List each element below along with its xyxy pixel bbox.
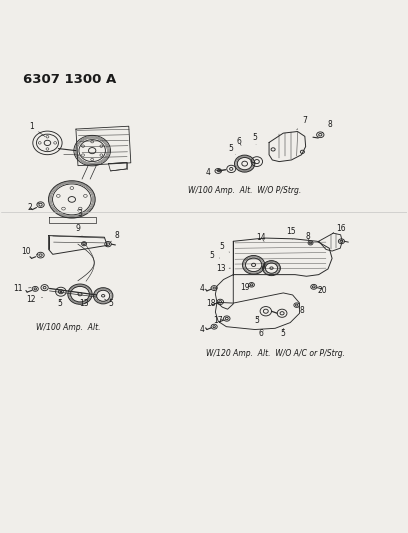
Text: 20: 20 (314, 286, 327, 295)
Text: 4: 4 (200, 325, 211, 334)
Text: 19: 19 (241, 283, 250, 292)
Text: 18: 18 (206, 300, 220, 309)
Text: 8: 8 (110, 231, 119, 243)
Text: W/100 Amp.  Alt.: W/100 Amp. Alt. (35, 322, 100, 332)
Text: 5: 5 (219, 243, 230, 252)
Text: 11: 11 (13, 285, 31, 293)
Text: 4: 4 (206, 168, 218, 177)
Text: W/120 Amp.  Alt.  W/O A/C or P/Strg.: W/120 Amp. Alt. W/O A/C or P/Strg. (206, 349, 345, 358)
Text: 1: 1 (29, 122, 45, 137)
Text: 15: 15 (286, 228, 296, 239)
Text: 17: 17 (213, 316, 223, 325)
Text: 13: 13 (79, 300, 89, 309)
Text: 2: 2 (28, 203, 39, 212)
Text: 6: 6 (259, 329, 264, 338)
Text: 5: 5 (255, 316, 259, 326)
Text: 5: 5 (281, 328, 286, 338)
Text: 5: 5 (104, 298, 114, 308)
Text: 5: 5 (253, 133, 257, 144)
Text: 6307 1300 A: 6307 1300 A (23, 74, 116, 86)
Text: 14: 14 (256, 233, 266, 242)
Text: 5: 5 (228, 144, 236, 155)
Text: 5: 5 (57, 299, 62, 309)
Text: 8: 8 (305, 232, 310, 241)
Text: 4: 4 (200, 285, 211, 293)
Text: 5: 5 (209, 252, 220, 261)
Text: 13: 13 (217, 264, 231, 273)
Text: 8: 8 (299, 306, 304, 315)
Text: 10: 10 (22, 247, 38, 255)
Text: 12: 12 (27, 295, 42, 304)
Text: 7: 7 (297, 116, 307, 130)
Text: 8: 8 (322, 120, 333, 133)
Text: 6: 6 (236, 137, 241, 146)
Text: 3: 3 (78, 209, 82, 218)
Text: W/100 Amp.  Alt.  W/O P/Strg.: W/100 Amp. Alt. W/O P/Strg. (188, 187, 301, 196)
Text: 16: 16 (332, 224, 346, 233)
Text: 9: 9 (75, 224, 82, 236)
